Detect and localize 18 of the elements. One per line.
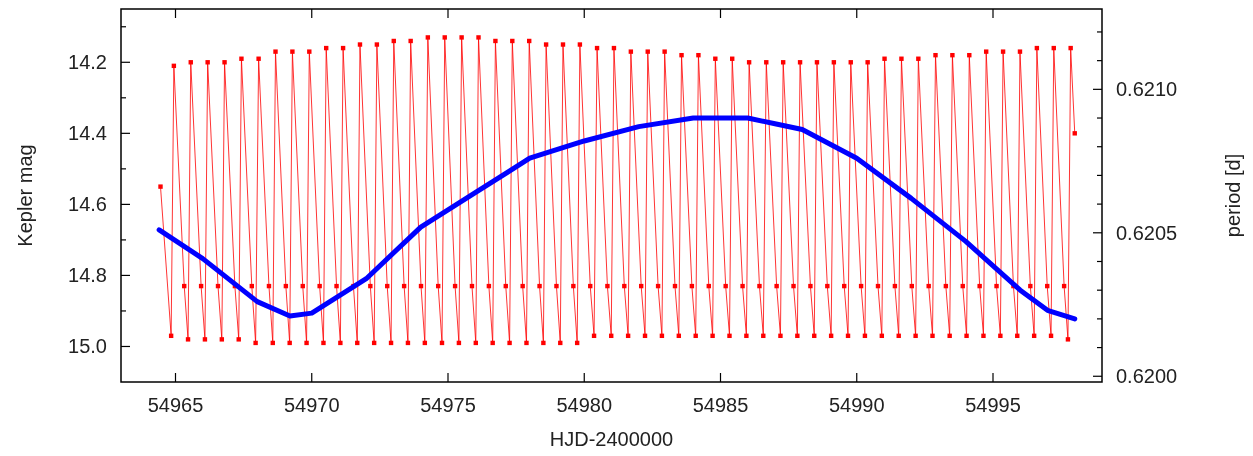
x-tick-label: 54975 [420,394,476,416]
x-axis-title: HJD-2400000 [549,428,674,450]
y-tick-label: 14.4 [68,122,107,145]
x-tick-label: 54985 [692,394,749,416]
y2-tick-label: 0.6200 [1116,365,1178,388]
x-tick-label: 54990 [828,394,885,416]
x-tick-label: 54970 [283,394,340,416]
y2-tick-label: 0.6205 [1116,221,1178,244]
y-axis-title: Kepler mag [14,144,36,247]
y2-tick-label: 0.6210 [1116,78,1178,101]
y-tick-label: 14.6 [68,193,107,216]
y-tick-label: 14.2 [68,51,107,74]
x-tick-label: 54995 [965,394,1021,416]
y-tick-label: 15.0 [68,335,107,358]
x-tick-label: 54980 [556,394,613,416]
x-tick-label: 54965 [147,394,204,416]
y-tick-label: 14.8 [68,264,107,287]
y2-axis-title: period [d] [1222,153,1244,238]
